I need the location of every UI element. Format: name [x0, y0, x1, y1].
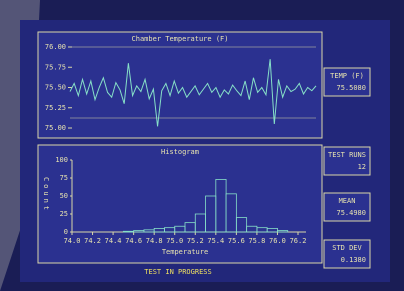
y-tick-label: 75: [60, 174, 68, 182]
screen: TEST IN PROGRESS TEMP (F) 75.5080 TEST RUN…: [0, 0, 404, 291]
x-tick-label: 75.2: [187, 237, 204, 245]
x-tick-label: 74.0: [64, 237, 81, 245]
info-label: TEMP (F): [330, 72, 364, 80]
x-tick-label: 75.6: [228, 237, 245, 245]
y-tick-label: 100: [55, 156, 68, 164]
info-value: 0.1380: [341, 256, 366, 264]
y-tick-label: 0: [64, 228, 68, 236]
info-label: MEAN: [339, 197, 356, 205]
histogram-panel: [38, 145, 322, 263]
chart-title: Histogram: [161, 148, 199, 156]
x-axis-label: Temperature: [162, 248, 208, 256]
x-tick-label: 76.0: [269, 237, 286, 245]
y-tick-label: 50: [60, 192, 68, 200]
x-tick-label: 74.6: [125, 237, 142, 245]
info-label: STD DEV: [332, 244, 362, 252]
x-tick-label: 75.4: [207, 237, 224, 245]
x-tick-label: 75.0: [166, 237, 183, 245]
x-tick-label: 74.4: [105, 237, 122, 245]
bar: [123, 231, 133, 232]
x-tick-label: 75.8: [248, 237, 265, 245]
y-tick-label: 75.75: [45, 63, 66, 71]
y-tick-label: 75.50: [45, 84, 66, 92]
chart-title: Chamber Temperature (F): [132, 35, 229, 43]
y-tick-label: 25: [60, 210, 68, 218]
info-value: 12: [358, 163, 366, 171]
x-tick-label: 76.2: [290, 237, 307, 245]
y-tick-label: 75.25: [45, 104, 66, 112]
y-axis-label: Count: [42, 177, 50, 213]
x-tick-label: 74.8: [146, 237, 163, 245]
info-value: 75.4980: [336, 209, 366, 217]
y-tick-label: 75.00: [45, 124, 66, 132]
x-tick-label: 74.2: [84, 237, 101, 245]
info-value: 75.5080: [336, 84, 366, 92]
y-tick-label: 76.00: [45, 43, 66, 51]
info-label: TEST RUNS: [328, 151, 366, 159]
status: TEST IN PROGRESS: [144, 268, 211, 276]
